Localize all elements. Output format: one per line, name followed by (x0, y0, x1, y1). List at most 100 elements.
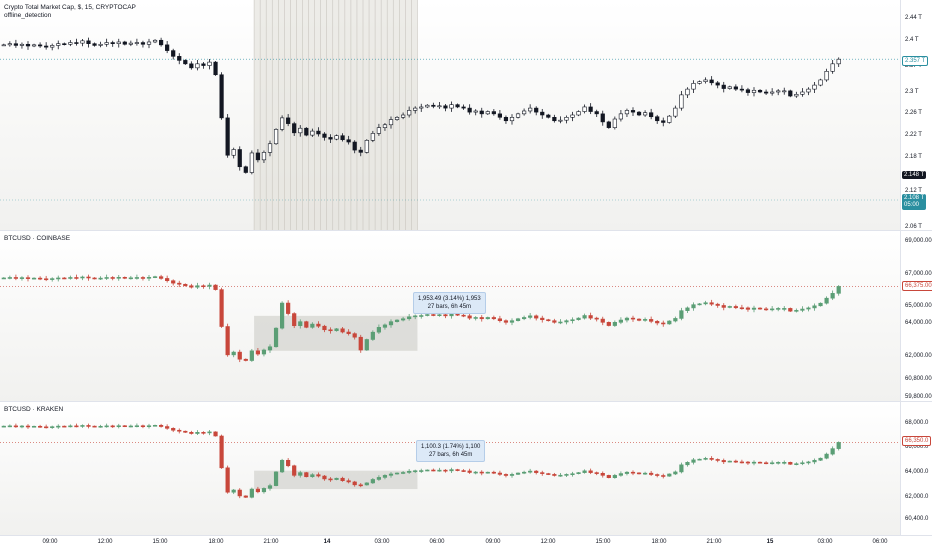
candle-body (110, 42, 115, 44)
candle-body (44, 278, 49, 281)
candle-body (630, 471, 636, 474)
candle-body (437, 105, 442, 108)
candle-body (431, 314, 436, 316)
time-tick: 12:00 (97, 539, 113, 545)
candle-body (715, 303, 720, 306)
candle-body (225, 117, 230, 156)
candle-body (128, 425, 133, 428)
candle-body (74, 425, 79, 428)
candle-body (152, 39, 158, 43)
candle-body (37, 277, 43, 280)
candle-body (7, 425, 12, 428)
measure-label[interactable]: 1,953.49 (3.14%) 1,953 27 bars, 6h 45m (413, 292, 486, 314)
time-tick: 15:00 (152, 539, 168, 545)
coinbase-pane[interactable]: BTCUSD · COINBASE 1,953.49 (3.14%) 1,953… (0, 231, 900, 401)
indicator-label[interactable]: offline_detection (4, 12, 52, 19)
candle-body (691, 459, 696, 463)
candle-body (721, 84, 726, 89)
candle-body (249, 152, 254, 173)
candle-body (419, 106, 424, 109)
candle-body (673, 107, 678, 117)
axis-tick: 2.18 T (905, 154, 922, 160)
candle-body (407, 110, 412, 116)
candle-body (679, 464, 684, 473)
time-tick: 06:00 (872, 539, 888, 545)
price-axis-mid[interactable]: 69,000.00 67,000.00 65,000.00 64,000.00 … (900, 231, 932, 401)
candle-body (25, 425, 31, 428)
candle-body (455, 313, 460, 316)
measure-label[interactable]: 1,100.3 (1.74%) 1,100 27 bars, 6h 45m (416, 440, 486, 462)
candle-body (437, 469, 442, 472)
candle-body (546, 473, 551, 475)
candle-body (7, 277, 12, 279)
candle-body (183, 430, 188, 433)
candle-body (31, 44, 37, 47)
candle-body (582, 106, 587, 112)
candle-body (407, 316, 412, 320)
market-cap-pane[interactable]: Crypto Total Market Cap, $, 15, CRYPTOCA… (0, 0, 900, 230)
candle-body (757, 89, 763, 93)
candle-body (292, 465, 297, 476)
candle-body (292, 123, 297, 134)
candle-body (231, 489, 236, 493)
candle-body (812, 305, 817, 309)
candle-body (13, 425, 19, 428)
candle-body (304, 127, 309, 136)
candle-body (340, 477, 345, 482)
candle-body (50, 278, 55, 280)
candle-body (364, 140, 369, 153)
candle-body (546, 319, 551, 322)
candle-body (201, 63, 206, 66)
candle-body (806, 307, 811, 310)
candle-body (13, 277, 19, 279)
candle-body (7, 43, 12, 46)
candle-body (776, 90, 781, 93)
candle-body (655, 321, 660, 324)
candle-body (255, 350, 261, 355)
last-price-tag: 2.357 T (902, 56, 929, 66)
candle-body (358, 484, 363, 487)
candle-body (237, 149, 242, 168)
candle-body (425, 104, 430, 108)
candle-body (642, 319, 648, 321)
candle-body (346, 480, 351, 483)
axis-tick: 59,800.00 (905, 394, 932, 400)
candle-body (213, 431, 218, 437)
axis-tick: 62,000.0 (905, 494, 929, 500)
price-axis-top[interactable]: 2.44 T 2.4 T 2.37 T 2.3 T 2.26 T 2.22 T … (900, 0, 932, 230)
candle-body (594, 111, 599, 115)
time-tick: 03:00 (374, 539, 390, 545)
candle-body (243, 166, 248, 173)
candle-body (116, 277, 121, 279)
candle-body (25, 277, 31, 279)
candle-body (449, 469, 454, 472)
candle-body (177, 282, 182, 285)
candle-body (358, 149, 363, 153)
candle-body (509, 474, 515, 476)
candle-body (382, 475, 388, 478)
pane-separator[interactable] (0, 230, 932, 231)
candle-body (267, 346, 273, 351)
candle-body (74, 277, 79, 279)
candle-body (763, 91, 769, 94)
price-axis-bot[interactable]: 68,000.0 66,000.0 64,000.0 62,000.0 60,4… (900, 402, 932, 535)
candle-body (558, 474, 563, 477)
time-axis[interactable]: 09:00 12:00 15:00 18:00 21:00 14 03:00 0… (0, 535, 932, 550)
candle-body (552, 320, 557, 323)
pane-separator[interactable] (0, 401, 932, 402)
candle-body (201, 432, 206, 434)
candle-body (116, 425, 121, 428)
kraken-pane[interactable]: BTCUSD · KRAKEN 1,100.3 (1.74%) 1,100 27… (0, 402, 900, 535)
candle-body (491, 317, 496, 320)
candle-body (92, 425, 97, 428)
candle-body (346, 139, 351, 143)
candle-body (310, 130, 315, 136)
candle-body (110, 277, 115, 279)
candle-body (273, 129, 279, 145)
candle-body (322, 475, 327, 480)
candle-body (661, 475, 666, 477)
candle-body (340, 135, 345, 141)
candle-body (812, 459, 817, 463)
axis-tick: 65,000.00 (905, 303, 932, 309)
candle-body (709, 79, 714, 84)
